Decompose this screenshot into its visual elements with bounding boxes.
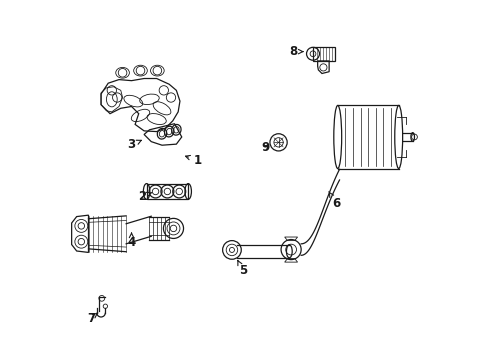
- Text: 6: 6: [328, 192, 339, 210]
- Text: 7: 7: [87, 311, 98, 325]
- Text: 5: 5: [237, 261, 246, 277]
- Text: 8: 8: [288, 45, 303, 58]
- Text: 4: 4: [127, 233, 135, 249]
- Text: 1: 1: [185, 154, 202, 167]
- Text: 2: 2: [138, 190, 151, 203]
- Text: 3: 3: [127, 138, 141, 151]
- Text: 9: 9: [261, 141, 269, 154]
